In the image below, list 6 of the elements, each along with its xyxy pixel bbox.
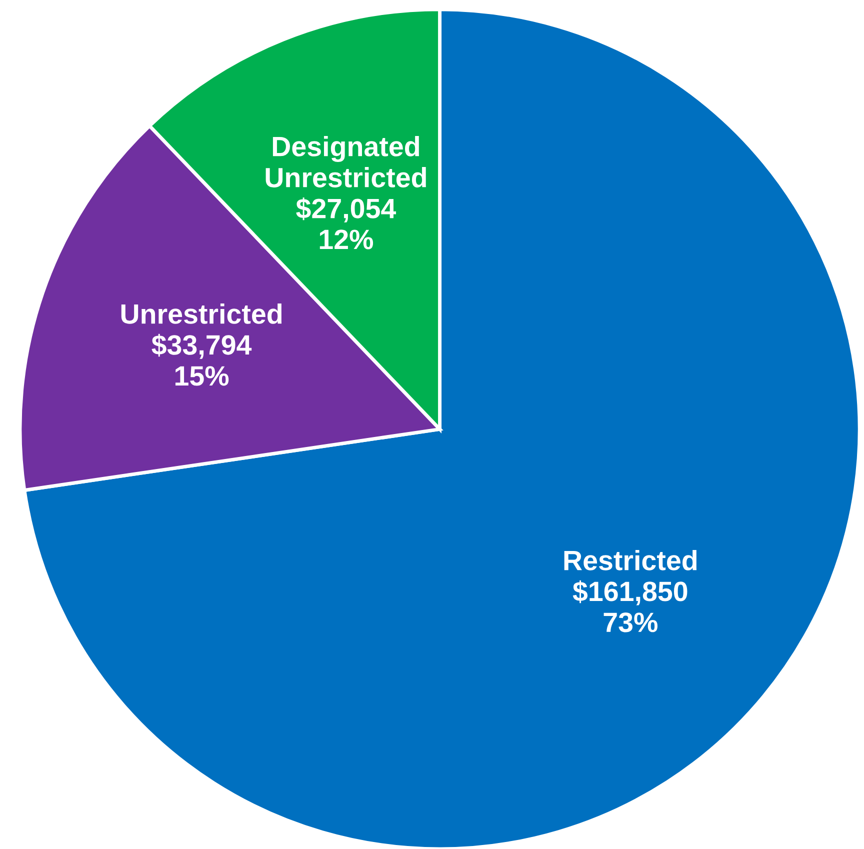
slice-label: Restricted	[564, 550, 697, 570]
slice-label: Unrestricted	[121, 303, 282, 324]
data-label: $161,850 73%	[572, 580, 688, 632]
data-label: $33,794 15%	[152, 334, 252, 386]
slice-label: Designated Unrestricted	[266, 136, 426, 188]
data-label: $27,054 12%	[296, 197, 396, 250]
